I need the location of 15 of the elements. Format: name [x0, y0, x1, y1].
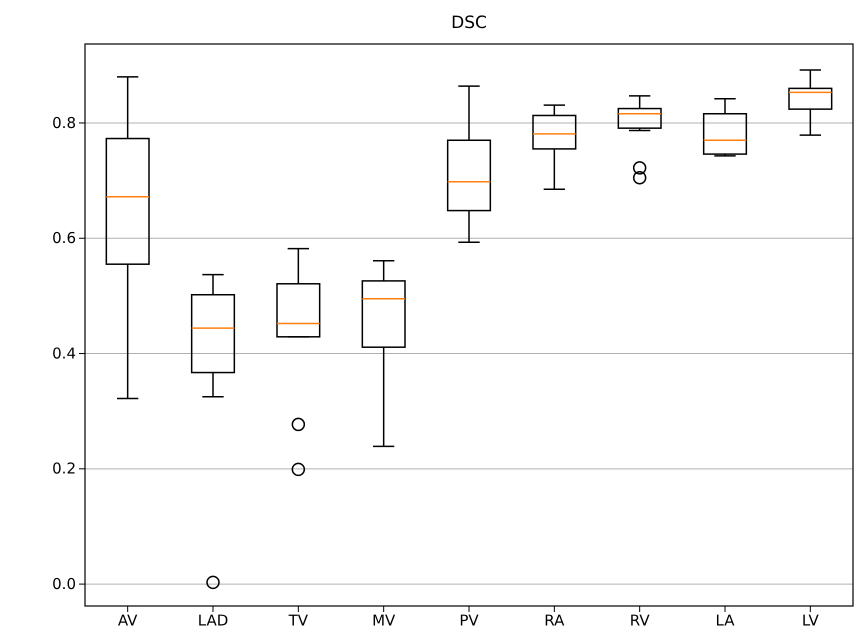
- x-tick-label: RV: [630, 612, 650, 630]
- y-tick-label: 0.2: [52, 460, 76, 478]
- x-tick-label: LV: [802, 612, 820, 630]
- x-tick-label: PV: [459, 612, 480, 630]
- y-tick-label: 0.8: [52, 114, 76, 132]
- chart-title: DSC: [451, 13, 487, 33]
- x-tick-label: MV: [372, 612, 396, 630]
- x-tick-label: LAD: [198, 612, 228, 630]
- y-tick-label: 0.6: [52, 229, 76, 248]
- x-tick-label: TV: [288, 612, 309, 630]
- x-tick-label: RA: [544, 612, 566, 630]
- x-tick-label: AV: [118, 612, 138, 630]
- x-tick-label: LA: [716, 612, 736, 630]
- y-tick-label: 0.4: [52, 344, 76, 362]
- y-tick-label: 0.0: [52, 574, 76, 593]
